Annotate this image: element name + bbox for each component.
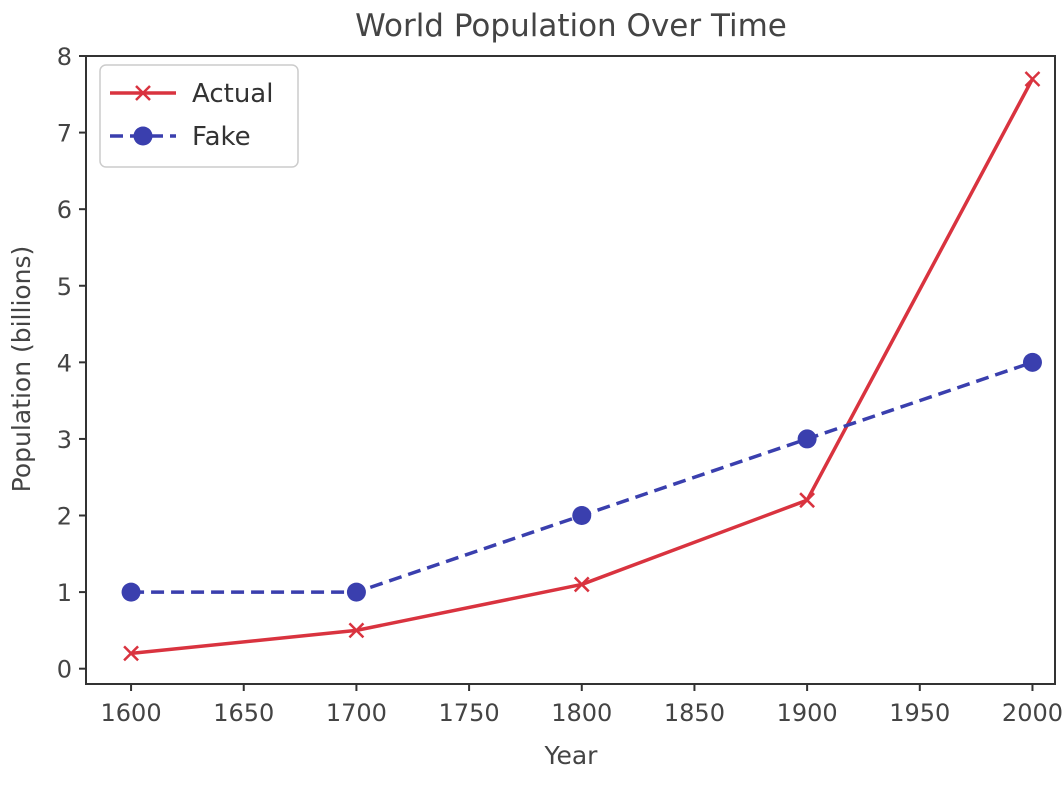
- data-point-fake: [1022, 352, 1042, 372]
- x-tick-label: 1750: [439, 699, 500, 727]
- y-tick-label: 7: [57, 120, 72, 148]
- plot-area: 1600 1650 1700 1750 1800 1850 1900 1950 2000 0 1 2 3…: [57, 43, 1063, 727]
- x-tick-label: 1850: [664, 699, 725, 727]
- y-tick-label: 3: [57, 426, 72, 454]
- x-axis-label: Year: [544, 741, 599, 770]
- data-point-actual: [348, 622, 365, 639]
- data-point-actual: [799, 492, 816, 509]
- legend-marker-actual: [135, 85, 151, 101]
- legend-label-actual: Actual: [192, 79, 273, 109]
- data-point-fake: [346, 582, 366, 602]
- data-point-actual: [123, 645, 139, 662]
- y-tick-label: 6: [57, 196, 72, 224]
- y-tick-label: 4: [57, 349, 72, 377]
- y-tick-label: 1: [57, 579, 72, 607]
- series-line-fake: [131, 360, 1034, 594]
- data-point-fake: [572, 506, 592, 526]
- x-tick-label: 1800: [551, 699, 612, 727]
- y-tick-label: 8: [57, 43, 72, 71]
- x-tick-label: 1900: [777, 699, 838, 727]
- legend-label-fake: Fake: [192, 122, 251, 152]
- y-tick-label: 0: [57, 656, 72, 684]
- legend-marker-fake: [133, 126, 153, 146]
- y-tick-label: 5: [57, 273, 72, 301]
- plot-frame: [85, 55, 1056, 685]
- x-tick-label: 1650: [213, 699, 274, 727]
- x-tick-label: 1700: [326, 699, 387, 727]
- x-tick-label: 1600: [101, 699, 162, 727]
- data-point-actual: [573, 576, 590, 593]
- data-point-fake: [121, 582, 141, 602]
- data-point-actual: [1024, 71, 1041, 87]
- x-tick-label: 2000: [1002, 699, 1063, 727]
- x-tick-label: 1950: [889, 699, 950, 727]
- data-point-fake: [797, 429, 817, 449]
- y-axis-label: Population (billions): [7, 246, 36, 493]
- legend: Actual Fake: [99, 64, 299, 168]
- chart-title: World Population Over Time: [355, 8, 787, 44]
- y-tick-label: 2: [57, 503, 72, 531]
